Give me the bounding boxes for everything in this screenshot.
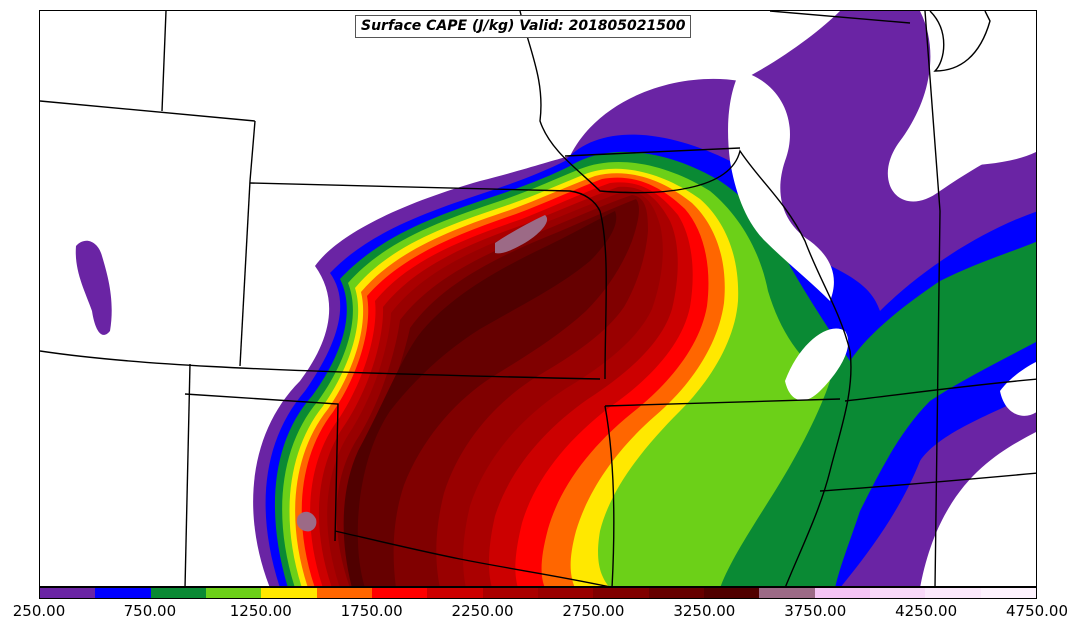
boundary-ia-mo — [564, 147, 741, 157]
boundary-ok-tx-red-river — [334, 530, 609, 586]
cape-3250-region — [343, 211, 617, 586]
colorbar-tick-label: 4750.00 — [1005, 602, 1069, 620]
boundary-wy-sd — [249, 120, 256, 182]
boundary-mississippi — [519, 11, 852, 586]
colorbar-segment-3000 — [648, 588, 704, 598]
boundary-ks-ok — [184, 363, 191, 586]
boundary-wi-north — [769, 11, 911, 24]
boundary-ar-east — [604, 405, 615, 586]
colorbar-segment-1750 — [371, 588, 428, 598]
colorbar-segment-250 — [40, 588, 96, 598]
no-cape-gap-illinois — [887, 11, 1036, 202]
colorbar-segment-750 — [150, 588, 206, 598]
cape-250-patch-west — [75, 240, 112, 335]
colorbar-segment-3750 — [814, 588, 870, 598]
colorbar-segment-2250 — [482, 588, 538, 598]
boundary-ne-sd — [249, 182, 601, 212]
boundary-lake-michigan — [929, 11, 991, 72]
cape-contour-map — [40, 11, 1036, 586]
boundary-nd-sd — [40, 100, 256, 122]
boundary-mt-wy-north — [161, 11, 167, 112]
colorbar-tick-label: 4250.00 — [895, 602, 958, 620]
boundary-ok-nm — [184, 393, 339, 542]
no-cape-gap-east — [728, 71, 834, 301]
boundary-mo-ar — [604, 398, 841, 407]
colorbar-tick-label: 750.00 — [123, 602, 177, 620]
boundary-ks-mo-east — [599, 210, 607, 380]
cape-3500-spot-north — [495, 215, 548, 254]
cape-3000-region — [347, 199, 639, 586]
colorbar-segment-4500 — [980, 588, 1036, 598]
cape-colorbar — [39, 587, 1037, 599]
colorbar-tick-label: 1750.00 — [340, 602, 403, 620]
colorbar-segment-2500 — [537, 588, 594, 598]
colorbar-segment-1500 — [316, 588, 372, 598]
colorbar-segment-4000 — [869, 588, 926, 598]
colorbar-tick-label: 250.00 — [12, 602, 66, 620]
no-cape-gap-se — [1000, 361, 1036, 416]
boundary-co-ks — [40, 350, 601, 380]
colorbar-tick-label: 3750.00 — [784, 602, 847, 620]
state-boundaries — [40, 11, 1036, 586]
colorbar-segment-4250 — [925, 588, 981, 598]
no-cape-gap-lake — [785, 328, 849, 401]
cape-fill-layer — [75, 11, 1036, 586]
boundary-ky-tn — [844, 378, 1036, 402]
colorbar-tick-label: 3250.00 — [673, 602, 736, 620]
colorbar-segment-1250 — [261, 588, 317, 598]
colorbar-tick-label: 2750.00 — [562, 602, 625, 620]
cape-3500-spot-south — [296, 511, 317, 532]
boundary-il-in — [924, 11, 941, 586]
cape-map — [39, 10, 1037, 587]
colorbar-segment-3500 — [759, 588, 815, 598]
boundary-wy-co — [239, 180, 251, 367]
colorbar-segment-3250 — [703, 588, 760, 598]
colorbar-tick-label: 1250.00 — [229, 602, 292, 620]
map-title: Surface CAPE (J/kg) Valid: 201805021500 — [355, 15, 692, 38]
boundary-tn-ms — [819, 472, 1036, 492]
colorbar-tick-label: 2250.00 — [451, 602, 514, 620]
colorbar-segment-500 — [95, 588, 151, 598]
colorbar-segment-2750 — [593, 588, 649, 598]
colorbar-segment-1000 — [205, 588, 262, 598]
colorbar-segment-2000 — [427, 588, 483, 598]
